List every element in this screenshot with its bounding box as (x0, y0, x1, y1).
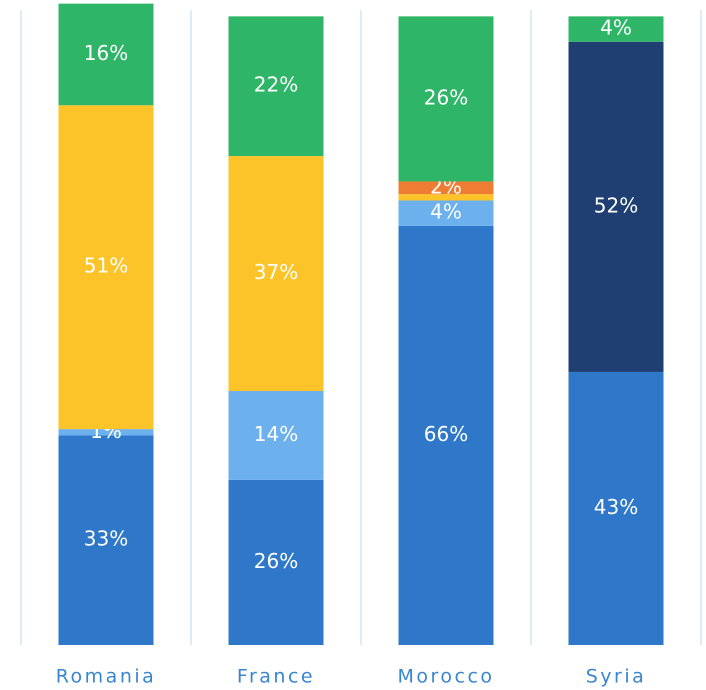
data-label: 16% (84, 41, 128, 65)
data-label: 26% (424, 85, 468, 109)
x-tick-label: Romania (56, 666, 157, 688)
bar-segment (228, 391, 324, 480)
data-label: 4% (600, 16, 632, 40)
bar-segment (58, 105, 154, 430)
bar-segment (568, 371, 664, 645)
bar-segment (58, 429, 154, 436)
x-tick-label: France (237, 666, 315, 688)
bar-segment (398, 194, 494, 201)
data-label: 37% (254, 260, 298, 284)
data-label: 14% (254, 422, 298, 446)
data-label: 66% (424, 422, 468, 446)
data-label: 43% (594, 495, 638, 519)
bar-segment (228, 156, 324, 391)
data-label: 26% (254, 549, 298, 573)
bar-segment (58, 3, 154, 106)
data-label: 33% (84, 527, 128, 551)
x-tick-label: Morocco (397, 666, 494, 688)
bar-segment (398, 200, 494, 226)
bar-segment (568, 16, 664, 42)
bar-segment (398, 225, 494, 645)
data-label: 52% (594, 193, 638, 217)
data-label: 51% (84, 254, 128, 278)
data-label: 4% (430, 200, 462, 224)
data-label: 22% (254, 73, 298, 97)
bar-segment (568, 41, 664, 372)
bar-segment (58, 435, 154, 645)
bar-segment (398, 181, 494, 195)
bar-segment (398, 16, 494, 182)
bar-segment (228, 479, 324, 645)
bar-segment (228, 16, 324, 157)
x-tick-label: Syria (586, 666, 647, 688)
